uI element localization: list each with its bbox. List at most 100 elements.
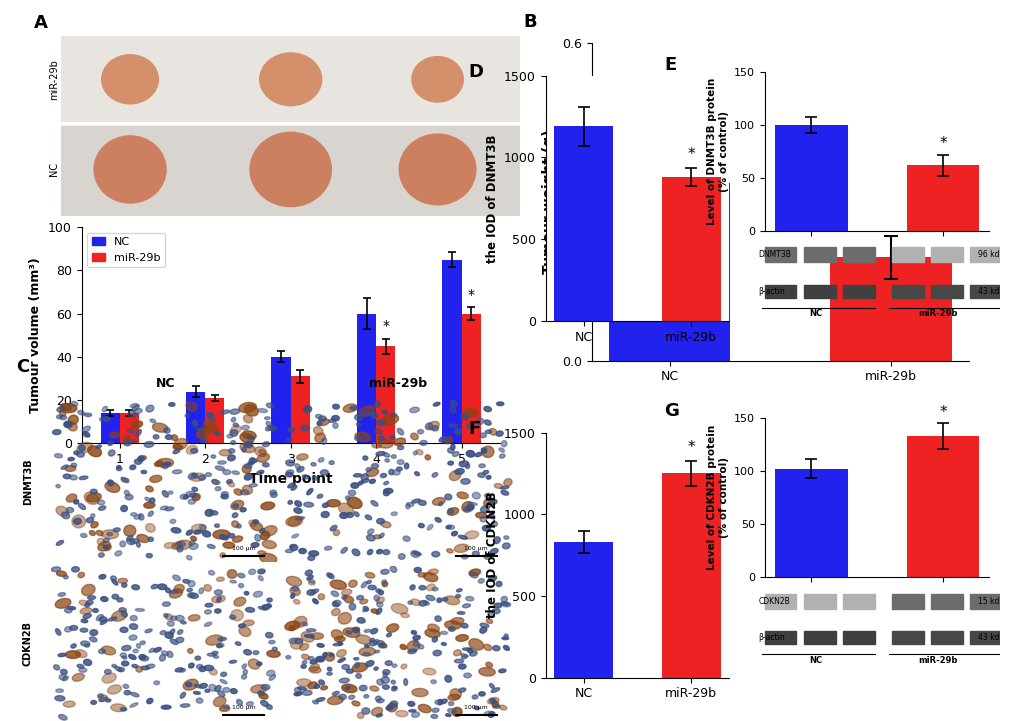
Ellipse shape (371, 500, 378, 506)
Ellipse shape (348, 695, 355, 699)
Ellipse shape (56, 541, 63, 545)
Ellipse shape (459, 688, 466, 692)
Ellipse shape (205, 603, 213, 607)
Text: 43 kd: 43 kd (977, 633, 999, 642)
Ellipse shape (322, 503, 328, 508)
Ellipse shape (227, 434, 232, 438)
Ellipse shape (431, 426, 438, 431)
Ellipse shape (363, 606, 368, 611)
Ellipse shape (120, 707, 126, 711)
Ellipse shape (190, 473, 205, 481)
Ellipse shape (124, 435, 130, 442)
Ellipse shape (132, 649, 139, 653)
Ellipse shape (167, 651, 173, 658)
Ellipse shape (380, 474, 386, 477)
Ellipse shape (427, 624, 439, 632)
Ellipse shape (479, 433, 486, 438)
Ellipse shape (59, 674, 66, 680)
Ellipse shape (131, 585, 140, 590)
Ellipse shape (185, 683, 192, 686)
Ellipse shape (449, 471, 461, 481)
Ellipse shape (309, 551, 318, 556)
Ellipse shape (375, 696, 381, 702)
Ellipse shape (96, 531, 103, 536)
Text: *: * (687, 440, 695, 455)
Ellipse shape (439, 437, 444, 442)
Text: 96 kd: 96 kd (977, 250, 999, 260)
Text: CDKN2B: CDKN2B (22, 621, 33, 666)
Ellipse shape (449, 689, 461, 699)
Text: 100 μm: 100 μm (231, 705, 256, 710)
Ellipse shape (500, 596, 506, 602)
Ellipse shape (64, 421, 72, 428)
Ellipse shape (285, 470, 293, 474)
Ellipse shape (469, 639, 483, 650)
Ellipse shape (266, 403, 274, 408)
Ellipse shape (352, 549, 360, 556)
Ellipse shape (341, 595, 346, 599)
Bar (101, 413, 119, 443)
Ellipse shape (441, 598, 447, 601)
Ellipse shape (217, 597, 221, 602)
Ellipse shape (219, 535, 228, 540)
Ellipse shape (106, 699, 111, 702)
Ellipse shape (373, 640, 378, 645)
Ellipse shape (339, 513, 347, 518)
Bar (764, 593, 796, 609)
Ellipse shape (107, 532, 112, 536)
Ellipse shape (213, 696, 226, 707)
Bar (891, 631, 923, 644)
Ellipse shape (379, 533, 384, 538)
Ellipse shape (346, 669, 353, 673)
Ellipse shape (440, 699, 446, 704)
Ellipse shape (120, 505, 127, 511)
Ellipse shape (58, 593, 65, 596)
Ellipse shape (187, 473, 196, 479)
Ellipse shape (297, 466, 304, 472)
Ellipse shape (426, 584, 435, 590)
Ellipse shape (123, 684, 128, 689)
Bar (930, 285, 962, 298)
Ellipse shape (351, 483, 359, 488)
Ellipse shape (447, 525, 454, 529)
Ellipse shape (251, 459, 257, 462)
Ellipse shape (55, 598, 70, 609)
Ellipse shape (475, 513, 486, 518)
Ellipse shape (285, 460, 294, 466)
Ellipse shape (84, 433, 89, 437)
Ellipse shape (376, 549, 382, 554)
Ellipse shape (338, 642, 341, 645)
Ellipse shape (477, 473, 485, 477)
Ellipse shape (397, 428, 404, 435)
Bar (842, 593, 874, 609)
Y-axis label: Tumour volume (mm³): Tumour volume (mm³) (30, 257, 43, 413)
Ellipse shape (170, 639, 177, 645)
Ellipse shape (390, 680, 395, 684)
Ellipse shape (242, 447, 246, 452)
Ellipse shape (147, 699, 153, 704)
Ellipse shape (96, 614, 103, 621)
Ellipse shape (412, 712, 419, 717)
Ellipse shape (309, 657, 314, 660)
Ellipse shape (211, 455, 215, 458)
Ellipse shape (481, 446, 493, 458)
Ellipse shape (230, 425, 242, 433)
Ellipse shape (410, 407, 419, 412)
Ellipse shape (61, 404, 71, 410)
Ellipse shape (242, 425, 249, 430)
Bar (842, 631, 874, 644)
Ellipse shape (403, 536, 410, 541)
Text: 100 μm: 100 μm (231, 546, 256, 551)
Ellipse shape (119, 608, 126, 612)
Ellipse shape (450, 618, 464, 624)
Ellipse shape (444, 596, 460, 605)
Ellipse shape (350, 406, 358, 410)
Ellipse shape (285, 516, 302, 526)
Ellipse shape (419, 585, 425, 590)
Ellipse shape (61, 465, 68, 469)
Bar (119, 413, 139, 443)
Ellipse shape (151, 585, 158, 589)
Ellipse shape (249, 132, 332, 208)
Ellipse shape (478, 578, 484, 583)
Ellipse shape (77, 410, 85, 415)
